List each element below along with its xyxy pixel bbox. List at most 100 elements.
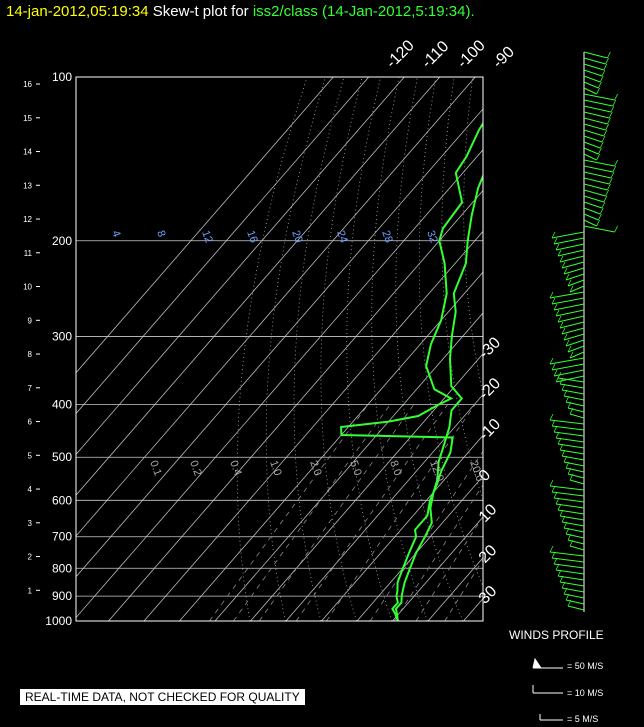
- wind-barb: [559, 383, 585, 389]
- wind-barb-flag: [598, 81, 602, 89]
- winds-profile-label: WINDS PROFILE: [509, 628, 604, 642]
- wind-barb: [583, 153, 597, 161]
- wind-barb-flag: [551, 363, 556, 371]
- wind-barb-flag: [557, 503, 562, 511]
- wind-barb: [583, 165, 613, 173]
- height-tick-label: 10: [23, 283, 32, 292]
- mixing-ratio-line: [326, 404, 476, 621]
- dry-adiabat-line: [371, 77, 428, 621]
- isotherm-line: [76, 77, 476, 537]
- pressure-tick-label: 400: [52, 398, 72, 412]
- wind-barb-flag: [569, 351, 574, 359]
- isotherm-line: [76, 77, 334, 374]
- dry-adiabat-line: [320, 77, 363, 621]
- wind-barb: [583, 225, 615, 233]
- wind-barb-flag: [596, 87, 600, 95]
- isotherm-line: [76, 77, 370, 415]
- temp-tick-label-right: -20: [476, 375, 504, 403]
- wind-barb: [583, 57, 606, 65]
- wind-barb: [569, 285, 585, 293]
- mixing-ratio-line: [295, 404, 448, 621]
- wind-barb: [561, 521, 585, 527]
- pressure-tick-label: 600: [52, 493, 72, 507]
- wind-barb-flag: [596, 219, 600, 227]
- wind-barb-flag: [553, 369, 558, 377]
- mixing-ratio-line: [258, 404, 415, 621]
- wind-barb-flag: [610, 105, 615, 113]
- temp-tick-label-top: -120: [383, 37, 418, 72]
- wind-barb: [553, 369, 585, 377]
- wind-barb-flag: [603, 129, 608, 137]
- mixing-ratio-label: 24: [334, 229, 349, 245]
- wind-barb: [569, 413, 585, 419]
- wind-barb: [583, 105, 612, 113]
- wind-legend-10: = 10 M/S: [567, 688, 604, 698]
- wind-barb-flag: [551, 231, 556, 239]
- wind-barb-flag: [553, 425, 558, 433]
- wind-barb-flag: [599, 141, 604, 149]
- wind-barb-flag: [557, 569, 562, 577]
- wind-barb: [565, 599, 585, 605]
- wind-barb-flag: [559, 255, 564, 263]
- wind-barb-flag: [601, 135, 606, 143]
- pressure-tick-label: 500: [52, 450, 72, 464]
- moist-value-label: 0.1: [147, 459, 164, 477]
- wind-barb: [569, 351, 585, 359]
- wind-barb-flag: [567, 345, 572, 353]
- moist-value-label: 5.0: [347, 459, 364, 477]
- wind-barb-flag: [601, 201, 606, 209]
- wind-barb-flag: [559, 575, 564, 583]
- wind-barb-flag: [549, 545, 554, 553]
- wind-barb: [561, 455, 585, 461]
- wind-barb-flag: [614, 159, 618, 167]
- wind-barb-flag: [607, 51, 611, 59]
- wind-barb: [583, 195, 604, 203]
- height-tick-label: 2: [28, 553, 33, 562]
- pressure-tick-label: 300: [52, 330, 72, 344]
- temp-tick-label-right: -10: [476, 416, 504, 444]
- mixing-ratio-label: 20: [289, 229, 304, 245]
- wind-barb: [583, 123, 606, 131]
- wind-barb-flag: [555, 431, 560, 439]
- wind-barb-flag: [563, 455, 568, 463]
- wind-barb-flag: [569, 539, 574, 547]
- quality-note: REAL-TIME DATA, NOT CHECKED FOR QUALITY: [20, 689, 305, 705]
- wind-barb: [549, 551, 585, 557]
- wind-barb: [583, 63, 604, 71]
- wind-barb-flag: [559, 377, 564, 385]
- wind-barb-flag: [567, 599, 572, 607]
- wind-barb-flag: [561, 515, 566, 523]
- wind-barb-flag: [565, 593, 570, 601]
- height-tick-label: 13: [23, 181, 32, 190]
- height-tick-label: 15: [23, 114, 32, 123]
- wind-barb: [549, 485, 585, 491]
- wind-barb-flag: [551, 485, 556, 493]
- wind-barb: [557, 249, 585, 257]
- wind-barb: [583, 135, 603, 143]
- wind-barb-flag: [563, 389, 568, 397]
- isotherm-line: [285, 393, 483, 621]
- isotherm-line: [76, 108, 483, 578]
- dry-adiabat-line: [583, 77, 644, 621]
- wind-barb-flag: [567, 279, 572, 287]
- wind-legend-5: = 5 M/S: [567, 714, 599, 724]
- isotherm-line: [76, 149, 483, 619]
- wind-barb: [583, 201, 603, 209]
- wind-barb-flag: [605, 57, 609, 65]
- wind-barb: [553, 303, 585, 311]
- wind-barb-flag: [559, 321, 564, 329]
- wind-barb-flag: [551, 297, 556, 305]
- mixing-ratio-label: 16: [244, 229, 259, 245]
- legend-50-glyph: [532, 657, 563, 669]
- isotherm-line: [535, 77, 644, 621]
- wind-barb: [583, 81, 599, 89]
- wind-barb-flag: [569, 285, 574, 293]
- wind-barb: [583, 51, 608, 59]
- wind-barb: [565, 273, 585, 281]
- temp-tick-label-right: 30: [476, 583, 501, 608]
- wind-barb-flag: [565, 273, 570, 281]
- wind-barb: [583, 183, 608, 191]
- dry-adiabat-line: [346, 77, 393, 621]
- wind-barb-flag: [563, 333, 568, 341]
- wind-barb: [583, 177, 610, 185]
